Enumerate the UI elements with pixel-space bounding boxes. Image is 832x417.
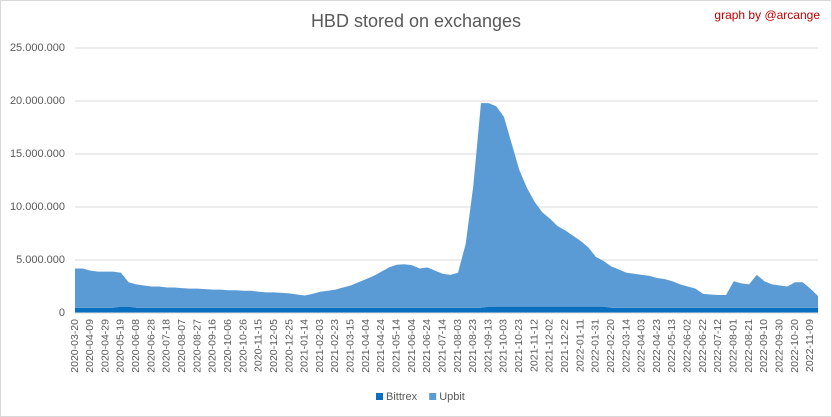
x-tick-label: 2022-08-01: [728, 319, 740, 373]
x-tick-label: 2021-09-13: [482, 319, 494, 373]
x-tick-label: 2020-04-29: [99, 319, 111, 373]
x-tick-label: 2022-11-09: [804, 319, 816, 372]
x-tick-label: 2022-06-22: [697, 319, 709, 373]
x-tick-label: 2020-08-07: [176, 319, 188, 373]
x-tick-label: 2021-12-02: [544, 319, 556, 373]
y-tick-label: 10.000.000: [10, 201, 65, 213]
y-tick-label: 5.000.000: [16, 254, 65, 266]
x-tick-label: 2021-12-22: [559, 319, 571, 373]
x-tick-label: 2022-05-13: [666, 319, 678, 373]
x-tick-label: 2022-08-21: [743, 319, 755, 373]
legend-swatch: [376, 393, 383, 400]
x-tick-label: 2021-04-24: [375, 319, 387, 373]
x-tick-label: 2022-01-11: [574, 319, 586, 372]
x-tick-label: 2021-06-24: [421, 319, 433, 373]
x-tick-label: 2021-06-04: [406, 319, 418, 373]
x-tick-label: 2020-04-09: [84, 319, 96, 373]
x-tick-label: 2021-08-03: [452, 319, 464, 373]
x-tick-label: 2020-05-19: [115, 319, 127, 373]
x-tick-label: 2021-04-04: [360, 319, 372, 373]
legend-label: Upbit: [439, 391, 465, 403]
x-tick-label: 2022-06-02: [682, 319, 694, 373]
x-tick-label: 2021-10-03: [498, 319, 510, 373]
x-tick-label: 2021-01-14: [299, 319, 311, 373]
x-tick-label: 2022-09-30: [773, 319, 785, 373]
y-tick-label: 20.000.000: [10, 95, 65, 107]
area-0: [75, 306, 818, 313]
area-1: [75, 103, 818, 308]
x-tick-label: 2020-07-18: [161, 319, 173, 373]
x-tick-label: 2020-12-05: [268, 319, 280, 373]
legend-swatch: [429, 393, 437, 400]
x-tick-label: 2021-02-23: [329, 319, 341, 373]
legend-label: Bittrex: [386, 391, 418, 403]
x-tick-label: 2020-10-06: [222, 319, 234, 373]
x-tick-label: 2021-11-12: [528, 319, 540, 372]
x-tick-label: 2020-06-08: [130, 319, 142, 373]
x-tick-label: 2020-08-27: [191, 319, 203, 373]
x-tick-label: 2022-07-12: [712, 319, 724, 373]
x-tick-label: 2022-09-10: [758, 319, 770, 373]
x-tick-label: 2020-12-25: [283, 319, 295, 373]
x-tick-label: 2022-04-03: [636, 319, 648, 373]
x-tick-label: 2021-08-23: [467, 319, 479, 373]
x-tick-label: 2021-10-23: [513, 319, 525, 373]
x-tick-label: 2021-02-03: [314, 319, 326, 373]
y-tick-label: 25.000.000: [10, 42, 65, 54]
x-tick-label: 2020-10-26: [237, 319, 249, 373]
x-tick-label: 2022-10-20: [789, 319, 801, 373]
x-tick-label: 2020-06-28: [145, 319, 157, 373]
x-tick-label: 2020-03-20: [69, 319, 81, 373]
x-tick-label: 2022-04-23: [651, 319, 663, 373]
chart-title: HBD stored on exchanges: [311, 11, 521, 31]
x-tick-label: 2020-11-15: [253, 319, 265, 372]
y-tick-label: 15.000.000: [10, 148, 65, 160]
x-tick-label: 2022-01-31: [590, 319, 602, 373]
y-tick-label: 0: [59, 307, 65, 319]
x-tick-label: 2021-05-14: [390, 319, 402, 373]
x-tick-label: 2021-03-15: [345, 319, 357, 373]
x-tick-label: 2022-02-20: [605, 319, 617, 373]
annotation: graph by @arcange: [714, 8, 820, 22]
x-tick-label: 2020-09-16: [207, 319, 219, 373]
x-tick-label: 2022-03-14: [620, 319, 632, 373]
x-tick-label: 2021-07-14: [436, 319, 448, 373]
